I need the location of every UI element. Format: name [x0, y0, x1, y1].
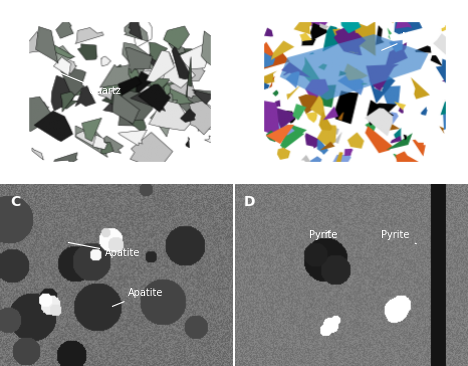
Text: D: D	[244, 195, 256, 209]
Text: Quartz: Quartz	[54, 71, 122, 96]
Text: Apatite: Apatite	[68, 242, 140, 258]
Text: A: A	[10, 11, 21, 25]
Text: Pyrite: Pyrite	[381, 229, 417, 244]
Text: C: C	[10, 195, 20, 209]
Text: Apatite: Apatite	[112, 288, 164, 306]
Text: Mica: Mica	[382, 32, 425, 50]
Text: Pyrite: Pyrite	[309, 229, 338, 240]
Text: B: B	[244, 11, 255, 25]
